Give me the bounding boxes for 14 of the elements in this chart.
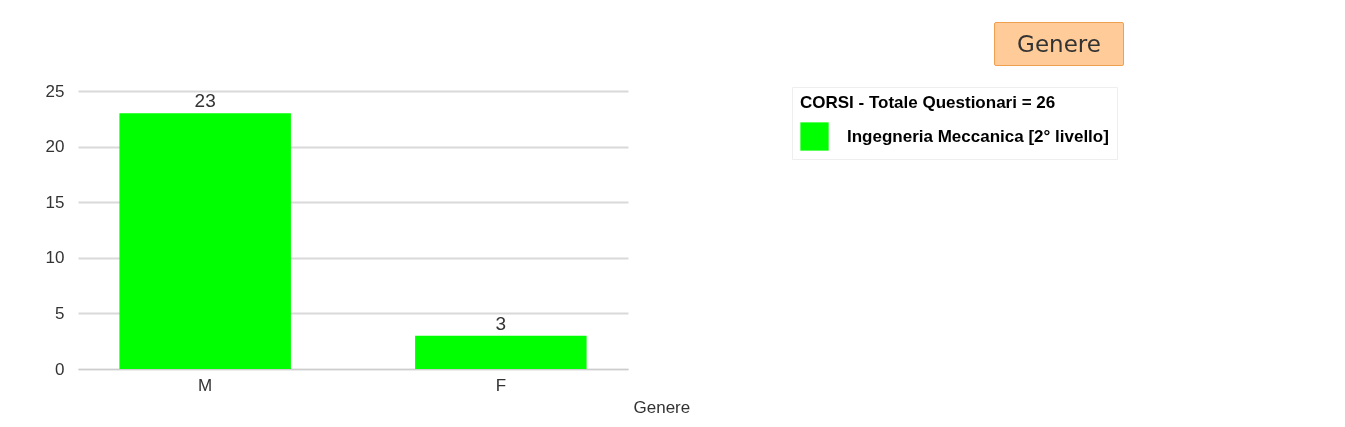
data-label: 23	[194, 90, 216, 112]
text: Genere	[994, 22, 1124, 66]
x-tick-label: F	[495, 375, 507, 395]
legend-label: Ingegneria Meccanica [2° livello]	[847, 126, 1109, 146]
y-tick-label: 10	[45, 248, 65, 268]
legend-title: CORSI - Totale Questionari = 26	[800, 93, 1056, 112]
y-tick-label: 25	[45, 81, 65, 101]
x-tick-label: M	[198, 375, 213, 395]
y-tick-label: 15	[45, 192, 65, 212]
data-label: 3	[495, 312, 507, 334]
y-tick-label: 5	[55, 303, 65, 323]
y-tick-label: 20	[45, 137, 65, 157]
y-tick-label: 0	[55, 359, 65, 379]
x-axis-title: Genere	[633, 397, 691, 417]
